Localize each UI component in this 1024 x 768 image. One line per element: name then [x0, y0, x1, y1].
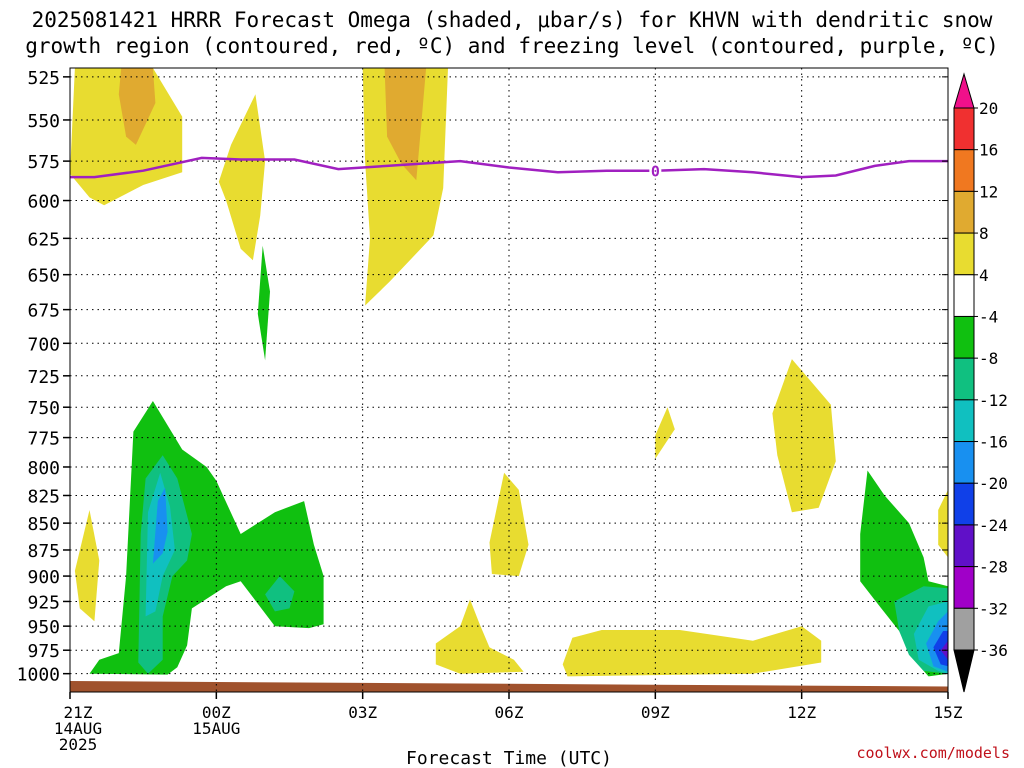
x-tick-label-18-0: 15Z — [934, 703, 963, 722]
omega-region-5 — [257, 245, 270, 361]
colorbar-segment-13 — [953, 607, 975, 651]
colorbar-label-0: 20 — [979, 99, 998, 118]
colorbar-label-7: -12 — [979, 391, 1008, 410]
grid-lines — [70, 68, 948, 692]
colorbar-segment-9 — [953, 441, 975, 484]
omega-region-16 — [152, 487, 168, 564]
colorbar-segment-7 — [953, 357, 975, 401]
y-tick-label-625: 625 — [27, 229, 60, 250]
x-tick-label-6-0: 03Z — [348, 703, 377, 722]
x-axis-label: Forecast Time (UTC) — [406, 748, 612, 768]
contour-lines: 0 — [70, 156, 948, 181]
chart-title-line-2: growth region (contoured, red, ºC) and f… — [25, 34, 999, 58]
x-tick-label-3-0: 00Z — [202, 703, 231, 722]
x-tick-label-15-0: 12Z — [787, 703, 816, 722]
y-tick-label-725: 725 — [27, 367, 60, 388]
colorbar-label-3: 8 — [979, 224, 989, 243]
omega-region-2 — [218, 94, 266, 261]
colorbar-bottom-arrow — [953, 649, 975, 693]
y-tick-label-975: 975 — [27, 641, 60, 662]
omega-region-8 — [772, 359, 836, 513]
freezing-level-line — [70, 156, 948, 179]
omega-shading — [70, 68, 948, 692]
colorbar: 20 16 12 8 4 -4 -8 -12 -16 -20 -24 -28 -32 -36 — [953, 72, 1008, 693]
omega-region-10 — [938, 489, 948, 558]
colorbar-label-9: -20 — [979, 474, 1008, 493]
x-tick-label-12-0: 09Z — [641, 703, 670, 722]
y-tick-label-550: 550 — [27, 111, 60, 132]
y-tick-label-525: 525 — [27, 68, 60, 89]
y-tick-label-925: 925 — [27, 592, 60, 613]
y-tick-label-800: 800 — [27, 458, 60, 479]
colorbar-segment-5 — [953, 274, 975, 317]
colorbar-label-10: -24 — [979, 516, 1008, 535]
x-tick-label-9-0: 06Z — [495, 703, 524, 722]
omega-region-7 — [655, 407, 675, 459]
colorbar-segment-3 — [953, 190, 975, 234]
colorbar-segment-4 — [953, 232, 975, 276]
colorbar-segment-1 — [953, 107, 975, 151]
omega-region-6 — [74, 510, 100, 622]
x-tick-label-0-0: 21Z — [64, 703, 93, 722]
y-tick-label-600: 600 — [27, 192, 60, 213]
colorbar-label-1: 16 — [979, 141, 998, 160]
colorbar-segment-6 — [953, 315, 975, 359]
omega-region-1 — [118, 68, 156, 145]
y-tick-label-700: 700 — [27, 334, 60, 355]
colorbar-segment-2 — [953, 149, 975, 192]
chart-title-line-1: 2025081421 HRRR Forecast Omega (shaded, … — [31, 8, 993, 32]
y-tick-label-675: 675 — [27, 301, 60, 322]
colorbar-segment-12 — [953, 566, 975, 609]
colorbar-label-4: 4 — [979, 266, 989, 285]
colorbar-top-arrow — [953, 72, 975, 109]
omega-region-11 — [435, 599, 524, 674]
y-tick-label-850: 850 — [27, 514, 60, 535]
omega-region-17 — [265, 576, 295, 612]
y-tick-label-775: 775 — [27, 429, 60, 450]
colorbar-segment-11 — [953, 524, 975, 568]
y-axis: 525 550 575 600 625 650 675 700 725 750 775 800 825 8… — [17, 68, 948, 686]
x-tick-label-3-1: 15AUG — [192, 719, 240, 738]
y-tick-label-875: 875 — [27, 541, 60, 562]
omega-region-13 — [89, 401, 324, 675]
y-tick-label-575: 575 — [27, 152, 60, 173]
omega-region-4 — [384, 68, 427, 181]
colorbar-label-11: -28 — [979, 558, 1008, 577]
omega-region-12 — [562, 626, 822, 677]
source-credit: coolwx.com/models — [856, 744, 1010, 762]
colorbar-label-13: -36 — [979, 641, 1008, 660]
y-tick-label-825: 825 — [27, 486, 60, 507]
y-tick-label-950: 950 — [27, 617, 60, 638]
freezing-level-label: 0 — [651, 163, 660, 181]
colorbar-label-12: -32 — [979, 599, 1008, 618]
colorbar-segment-10 — [953, 482, 975, 526]
x-tick-label-0-2: 2025 — [59, 735, 98, 754]
colorbar-label-5: -4 — [979, 307, 998, 326]
colorbar-label-8: -16 — [979, 433, 1008, 452]
y-tick-label-650: 650 — [27, 266, 60, 287]
omega-region-9 — [489, 472, 529, 577]
freezing-label-bg — [649, 162, 662, 179]
omega-region-3 — [362, 68, 448, 306]
colorbar-label-6: -8 — [979, 349, 998, 368]
terrain-ground — [70, 681, 948, 692]
y-tick-label-1000: 1000 — [17, 665, 60, 686]
y-tick-label-900: 900 — [27, 567, 60, 588]
omega-region-22 — [933, 631, 948, 667]
x-tick-label-0-1: 14AUG — [54, 719, 102, 738]
colorbar-segment-8 — [953, 399, 975, 443]
y-tick-label-750: 750 — [27, 398, 60, 419]
colorbar-label-2: 12 — [979, 182, 998, 201]
